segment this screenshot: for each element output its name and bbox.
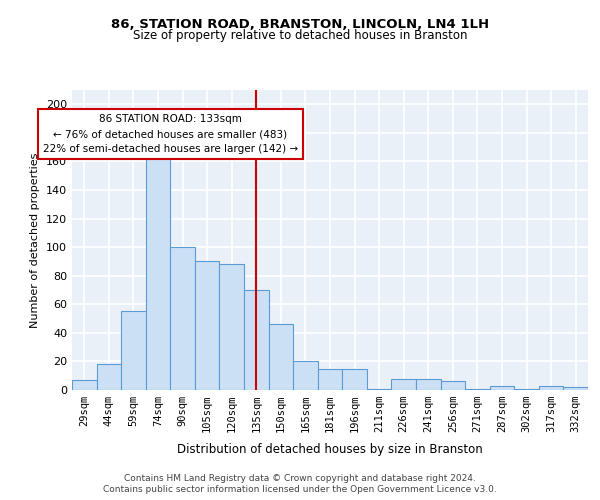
Bar xyxy=(269,324,293,390)
Bar xyxy=(220,264,244,390)
Bar xyxy=(514,388,539,390)
Bar xyxy=(539,386,563,390)
Text: Distribution of detached houses by size in Branston: Distribution of detached houses by size … xyxy=(177,442,483,456)
Bar xyxy=(121,312,146,390)
Bar xyxy=(465,388,490,390)
Text: 86, STATION ROAD, BRANSTON, LINCOLN, LN4 1LH: 86, STATION ROAD, BRANSTON, LINCOLN, LN4… xyxy=(111,18,489,30)
Bar xyxy=(170,247,195,390)
Bar xyxy=(490,386,514,390)
Bar xyxy=(97,364,121,390)
Bar xyxy=(293,362,318,390)
Text: Contains public sector information licensed under the Open Government Licence v3: Contains public sector information licen… xyxy=(103,485,497,494)
Bar xyxy=(195,262,220,390)
Bar xyxy=(72,380,97,390)
Bar xyxy=(391,378,416,390)
Bar xyxy=(440,382,465,390)
Bar xyxy=(367,388,391,390)
Y-axis label: Number of detached properties: Number of detached properties xyxy=(31,152,40,328)
Text: 86 STATION ROAD: 133sqm
← 76% of detached houses are smaller (483)
22% of semi-d: 86 STATION ROAD: 133sqm ← 76% of detache… xyxy=(43,114,298,154)
Bar xyxy=(146,157,170,390)
Bar xyxy=(563,387,588,390)
Bar xyxy=(342,368,367,390)
Bar xyxy=(244,290,269,390)
Bar xyxy=(416,378,440,390)
Bar xyxy=(318,368,342,390)
Text: Size of property relative to detached houses in Branston: Size of property relative to detached ho… xyxy=(133,29,467,42)
Text: Contains HM Land Registry data © Crown copyright and database right 2024.: Contains HM Land Registry data © Crown c… xyxy=(124,474,476,483)
